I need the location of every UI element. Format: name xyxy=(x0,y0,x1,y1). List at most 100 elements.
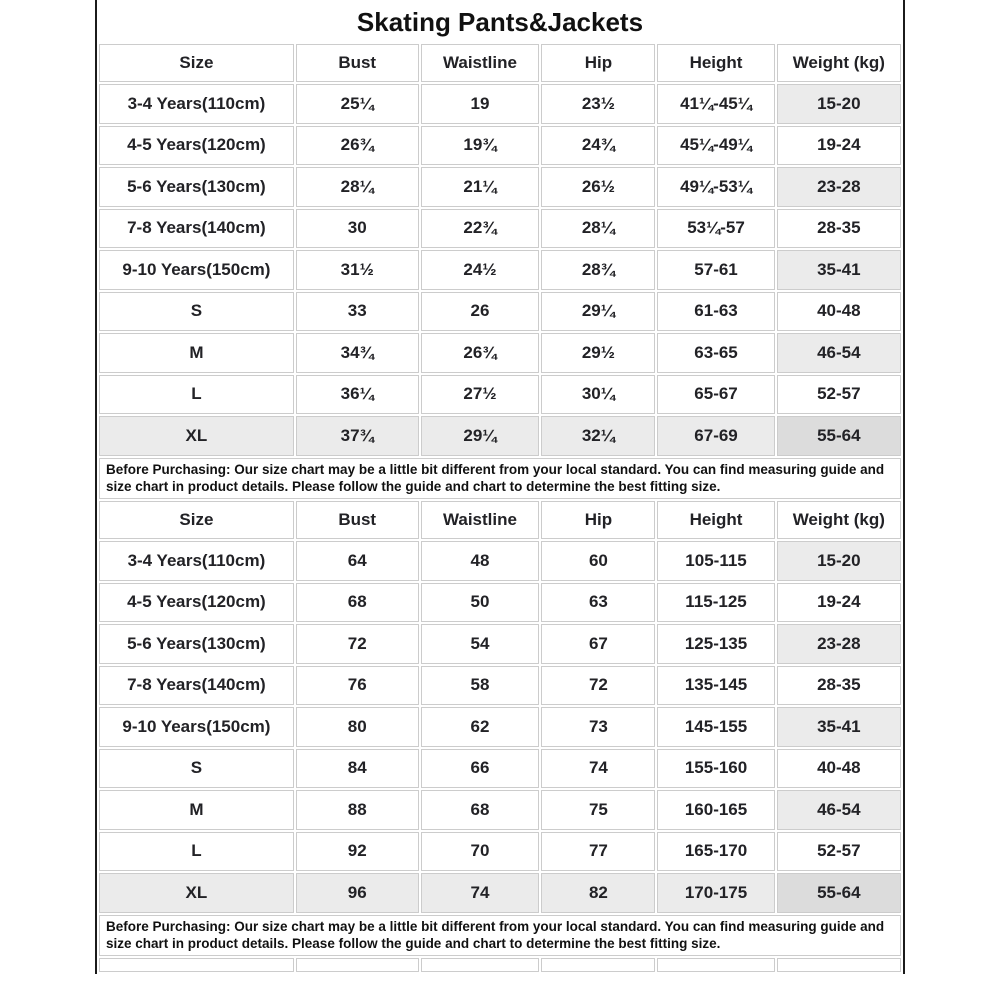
hip-cell: 72 xyxy=(541,665,656,706)
note-row: Before Purchasing: Our size chart may be… xyxy=(99,914,901,957)
header-height: Height xyxy=(657,501,775,540)
waistline-cell: 62 xyxy=(420,707,540,747)
weight-cell: 15-20 xyxy=(776,84,901,124)
waistline-cell: 19¾ xyxy=(420,125,540,165)
bust-cell: 68 xyxy=(295,582,419,623)
note-section-top: Before Purchasing: Our size chart may be… xyxy=(99,457,901,500)
waistline-cell: 54 xyxy=(420,624,540,664)
hip-cell: 82 xyxy=(541,873,656,913)
size-cell: XL xyxy=(99,416,294,456)
table-row: 9-10 Years(150cm) 80 62 73 145-155 35-41 xyxy=(99,707,901,747)
waistline-cell: 74 xyxy=(420,873,540,913)
hip-cell: 23½ xyxy=(541,84,656,124)
bust-cell: 64 xyxy=(295,541,419,581)
bust-cell: 76 xyxy=(295,665,419,706)
weight-cell: 19-24 xyxy=(776,125,901,165)
bust-cell: 25¼ xyxy=(295,84,419,124)
table-row: XL 37¾ 29¼ 32¼ 67-69 55-64 xyxy=(99,416,901,456)
bust-cell: 31½ xyxy=(295,250,419,290)
bust-cell: 84 xyxy=(295,748,419,789)
cutoff-cell xyxy=(295,958,419,973)
height-cell: 145-155 xyxy=(657,707,775,747)
bust-cell: 36¼ xyxy=(295,374,419,414)
table-row: 5-6 Years(130cm) 28¼ 21¼ 26½ 49¼-53¼ 23-… xyxy=(99,167,901,207)
waistline-cell: 27½ xyxy=(420,374,540,414)
hip-cell: 28¾ xyxy=(541,250,656,290)
hip-cell: 26½ xyxy=(541,167,656,207)
header-waistline: Waistline xyxy=(420,501,540,540)
table-row: 4-5 Years(120cm) 26¾ 19¾ 24¾ 45¼-49¼ 19-… xyxy=(99,125,901,165)
bust-cell: 37¾ xyxy=(295,416,419,456)
height-cell: 57-61 xyxy=(657,250,775,290)
size-cell: 9-10 Years(150cm) xyxy=(99,707,294,747)
table-row: 9-10 Years(150cm) 31½ 24½ 28¾ 57-61 35-4… xyxy=(99,250,901,290)
size-cell: S xyxy=(99,748,294,789)
hip-cell: 32¼ xyxy=(541,416,656,456)
chart-title: Skating Pants&Jackets xyxy=(99,2,901,42)
header-weight: Weight (kg) xyxy=(776,44,901,82)
hip-cell: 24¾ xyxy=(541,125,656,165)
size-cell: XL xyxy=(99,873,294,913)
waistline-cell: 66 xyxy=(420,748,540,789)
weight-cell: 23-28 xyxy=(776,624,901,664)
hip-cell: 74 xyxy=(541,748,656,789)
weight-cell: 28-35 xyxy=(776,665,901,706)
size-cell: S xyxy=(99,291,294,331)
hip-cell: 75 xyxy=(541,790,656,830)
weight-cell: 55-64 xyxy=(776,873,901,913)
bust-cell: 80 xyxy=(295,707,419,747)
title-row: Skating Pants&Jackets xyxy=(99,2,901,42)
size-chart-table: Skating Pants&Jackets Size Bust Waistlin… xyxy=(97,0,903,974)
waistline-cell: 58 xyxy=(420,665,540,706)
table-row: 5-6 Years(130cm) 72 54 67 125-135 23-28 xyxy=(99,624,901,664)
header-bust: Bust xyxy=(295,44,419,82)
size-cell: L xyxy=(99,831,294,872)
table-row: XL 96 74 82 170-175 55-64 xyxy=(99,873,901,913)
cutoff-cell xyxy=(541,958,656,973)
table-row: 7-8 Years(140cm) 76 58 72 135-145 28-35 xyxy=(99,665,901,706)
cm-header-section: Size Bust Waistline Hip Height Weight (k… xyxy=(99,501,901,540)
size-cell: 4-5 Years(120cm) xyxy=(99,125,294,165)
bust-cell: 88 xyxy=(295,790,419,830)
header-size: Size xyxy=(99,44,294,82)
size-cell: 7-8 Years(140cm) xyxy=(99,665,294,706)
size-cell: 3-4 Years(110cm) xyxy=(99,541,294,581)
height-cell: 125-135 xyxy=(657,624,775,664)
note-section-bottom: Before Purchasing: Our size chart may be… xyxy=(99,914,901,957)
weight-cell: 46-54 xyxy=(776,333,901,373)
cutoff-row-section xyxy=(99,958,901,973)
height-cell: 105-115 xyxy=(657,541,775,581)
hip-cell: 60 xyxy=(541,541,656,581)
header-weight: Weight (kg) xyxy=(776,501,901,540)
header-hip: Hip xyxy=(541,501,656,540)
hip-cell: 29¼ xyxy=(541,291,656,331)
weight-cell: 23-28 xyxy=(776,167,901,207)
weight-cell: 35-41 xyxy=(776,707,901,747)
table-row: M 88 68 75 160-165 46-54 xyxy=(99,790,901,830)
weight-cell: 15-20 xyxy=(776,541,901,581)
height-cell: 170-175 xyxy=(657,873,775,913)
table-row: S 33 26 29¼ 61-63 40-48 xyxy=(99,291,901,331)
weight-cell: 19-24 xyxy=(776,582,901,623)
height-cell: 41¼-45¼ xyxy=(657,84,775,124)
table-row: 3-4 Years(110cm) 64 48 60 105-115 15-20 xyxy=(99,541,901,581)
table-row: L 36¼ 27½ 30¼ 65-67 52-57 xyxy=(99,374,901,414)
bust-cell: 92 xyxy=(295,831,419,872)
hip-cell: 29½ xyxy=(541,333,656,373)
header-size: Size xyxy=(99,501,294,540)
height-cell: 115-125 xyxy=(657,582,775,623)
height-cell: 165-170 xyxy=(657,831,775,872)
size-cell: M xyxy=(99,790,294,830)
bust-cell: 96 xyxy=(295,873,419,913)
inches-table-body: 3-4 Years(110cm) 25¼ 19 23½ 41¼-45¼ 15-2… xyxy=(99,84,901,456)
height-cell: 53¼-57 xyxy=(657,208,775,248)
height-cell: 160-165 xyxy=(657,790,775,830)
waistline-cell: 26¾ xyxy=(420,333,540,373)
header-hip: Hip xyxy=(541,44,656,82)
height-cell: 61-63 xyxy=(657,291,775,331)
size-cell: 4-5 Years(120cm) xyxy=(99,582,294,623)
hip-cell: 77 xyxy=(541,831,656,872)
waistline-cell: 29¼ xyxy=(420,416,540,456)
size-chart-frame: Skating Pants&Jackets Size Bust Waistlin… xyxy=(95,0,905,975)
